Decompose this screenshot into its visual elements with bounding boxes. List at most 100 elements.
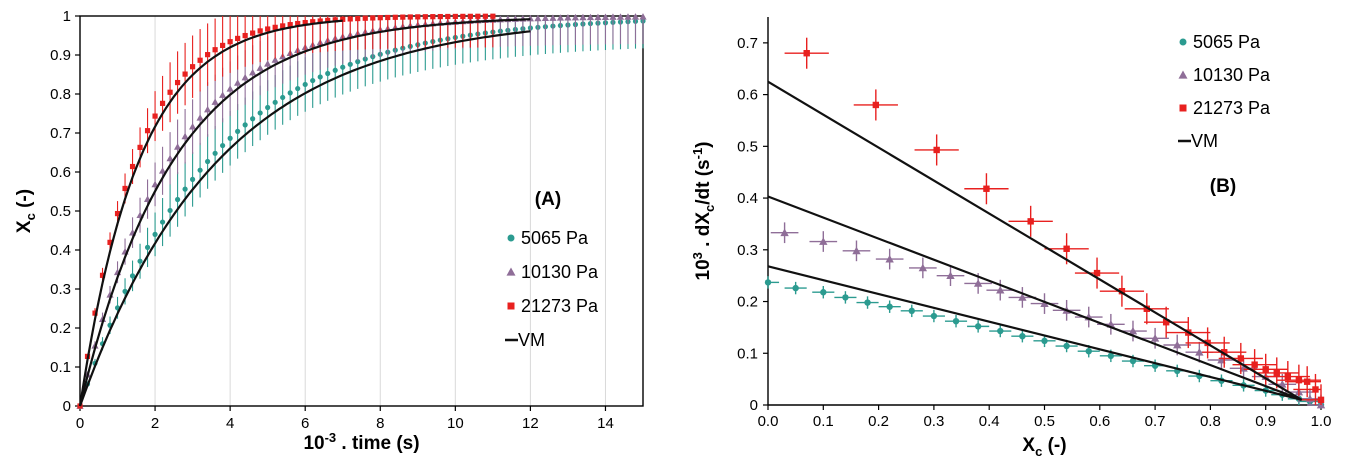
data-point (482, 13, 488, 19)
data-point (601, 13, 610, 20)
data-point (347, 61, 353, 67)
data-point (445, 13, 451, 20)
data-point (204, 105, 212, 113)
data-point (144, 128, 151, 134)
data-point (137, 258, 143, 264)
data-point (422, 14, 428, 20)
legend-marker (1179, 104, 1187, 112)
data-point (467, 13, 473, 19)
data-point (227, 39, 233, 45)
y-tick-label: 0.3 (737, 242, 758, 259)
x-axis-label: 10-3 . time (s) (303, 430, 419, 454)
data-point (287, 22, 293, 28)
x-tick-label: 0.2 (868, 413, 889, 430)
data-point (205, 52, 211, 58)
data-point (219, 91, 227, 98)
y-tick-label: 0.5 (50, 203, 71, 220)
data-point (819, 237, 828, 245)
data-point (92, 310, 98, 316)
data-point (780, 228, 789, 237)
series-10130-pa (76, 13, 647, 409)
data-point (129, 273, 136, 279)
data-point (534, 14, 542, 22)
data-point (460, 13, 466, 19)
data-point (241, 73, 249, 81)
data-point (220, 142, 226, 149)
series-10130-pa (770, 222, 1326, 409)
vm-line (767, 265, 1302, 401)
x-tick-label: 0.8 (1200, 413, 1221, 430)
data-point (317, 74, 323, 80)
legend-label: 5065 Pa (1193, 32, 1261, 52)
data-point (242, 122, 248, 128)
legend-label: 21273 Pa (1193, 98, 1271, 118)
y-tick-label: 0.2 (50, 320, 71, 337)
data-point (908, 307, 915, 315)
data-point (1284, 373, 1292, 380)
data-point (475, 13, 481, 19)
data-point (137, 144, 143, 150)
y-tick-label: 0.5 (737, 138, 758, 155)
data-point (1129, 357, 1137, 365)
data-point (181, 132, 189, 140)
y-axis-label: 103 . dXc/dt (s-1) (690, 141, 717, 280)
data-point (415, 14, 421, 20)
data-point (586, 13, 595, 21)
legend-marker (506, 267, 516, 276)
y-tick-label: 1 (63, 8, 71, 25)
data-point (616, 13, 625, 20)
y-tick-label: 0 (63, 398, 71, 415)
data-point (257, 110, 263, 116)
legend-marker (507, 234, 515, 242)
series-21273-pa (77, 13, 496, 409)
data-point (974, 323, 982, 330)
data-point (196, 114, 204, 121)
y-tick-label: 0.4 (737, 190, 758, 207)
data-point (842, 294, 849, 301)
data-point (174, 79, 181, 86)
data-point (579, 13, 587, 21)
y-tick-label: 0.8 (50, 86, 71, 103)
legend-label: VM (518, 330, 545, 350)
vm-curve (78, 18, 531, 407)
data-point (190, 64, 196, 70)
y-tick-label: 0 (750, 397, 758, 414)
data-point (174, 196, 181, 203)
data-point (872, 101, 880, 109)
data-point (151, 180, 159, 188)
panel-label-b: (B) (1210, 176, 1236, 197)
legend-label: 10130 Pa (521, 262, 599, 282)
data-point (1118, 287, 1126, 295)
data-point (631, 13, 640, 20)
data-point (1237, 355, 1245, 362)
legend-b: 5065 Pa 10130 Pa 21273 Pa VM (1178, 32, 1271, 151)
data-point (159, 100, 166, 106)
data-point (996, 285, 1005, 294)
x-tick-label: 0.0 (758, 413, 779, 430)
data-point (983, 185, 990, 192)
data-point (355, 15, 361, 22)
data-point (265, 104, 271, 111)
data-point (182, 186, 188, 192)
legend-label: 10130 Pa (1193, 65, 1271, 85)
data-point (1303, 378, 1311, 385)
x-tick-label: 0.1 (813, 413, 834, 430)
data-point (173, 143, 182, 150)
chart-b: 0 0.1 0.2 0.3 0.4 0.5 0.6 0.7 0.0 0.1 0.2 0.3 0.4 0.5… (690, 17, 1331, 459)
data-point (114, 210, 121, 217)
data-point (271, 56, 279, 63)
data-point (377, 15, 383, 21)
data-point (310, 77, 316, 84)
data-point (295, 20, 301, 27)
legend-label: VM (1191, 131, 1218, 151)
chart-a: 00.10.20.30.40.50.60.70.80.910 2 4 6 8 10 12 14… (14, 8, 647, 454)
x-tick-label: 0.7 (1145, 413, 1166, 430)
data-point (918, 263, 928, 272)
data-point (212, 47, 218, 53)
data-point (407, 14, 413, 20)
panel-label-a: (A) (535, 189, 561, 210)
data-point (400, 14, 406, 20)
data-point (212, 150, 218, 156)
data-point (639, 13, 647, 20)
data-point (1085, 347, 1092, 355)
